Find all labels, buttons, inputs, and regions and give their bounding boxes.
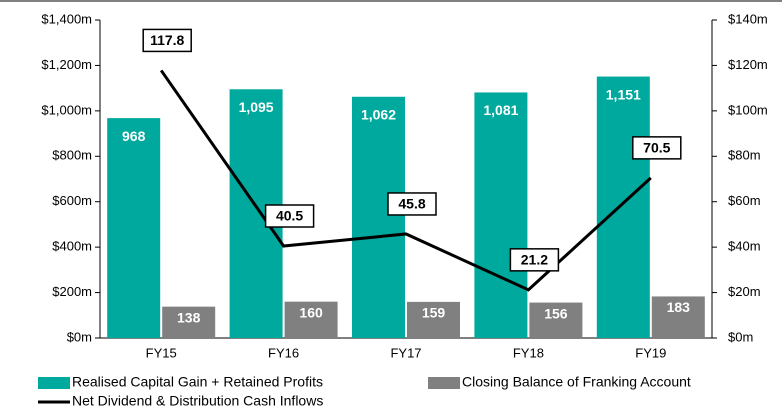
line-label-box xyxy=(264,204,315,228)
x-tick-label: FY18 xyxy=(513,345,544,360)
line-value-label: 45.8 xyxy=(398,196,425,212)
y-tick-label: $0m xyxy=(67,329,92,344)
line-label-box xyxy=(632,136,682,160)
bar xyxy=(474,92,528,338)
y2-tick-label: $60m xyxy=(728,193,761,208)
y-tick-label: $1,000m xyxy=(41,102,92,117)
x-tick-label: FY17 xyxy=(390,345,421,360)
bar xyxy=(162,306,216,338)
y-tick-label: $200m xyxy=(52,284,92,299)
line-value-label: 40.5 xyxy=(276,208,303,224)
bar xyxy=(651,296,705,338)
y-tick-label: $800m xyxy=(52,148,92,163)
bar-value-label: 968 xyxy=(122,128,146,144)
y2-tick-label: $80m xyxy=(728,148,761,163)
bar-value-label: 1,095 xyxy=(239,99,274,115)
bar-value-label: 156 xyxy=(544,305,568,321)
line-label-box xyxy=(142,28,192,53)
bar xyxy=(284,301,338,338)
y-tick-label: $400m xyxy=(52,239,92,254)
legend-label: Net Dividend & Distribution Cash Inflows xyxy=(72,393,323,408)
y2-tick-label: $20m xyxy=(728,284,761,299)
line xyxy=(159,69,652,292)
bar xyxy=(407,301,460,338)
legend-label: Realised Capital Gain + Retained Profits xyxy=(72,374,323,390)
x-tick-label: FY16 xyxy=(268,345,299,360)
bar-value-label: 1,081 xyxy=(483,102,518,118)
legend-label: Closing Balance of Franking Account xyxy=(462,374,691,390)
line-label-box xyxy=(387,192,437,216)
y-tick-label: $1,400m xyxy=(41,11,92,26)
bar-value-label: 1,062 xyxy=(361,106,396,122)
bar xyxy=(107,118,161,338)
bar-value-label: 160 xyxy=(299,304,323,320)
line-label-box xyxy=(509,248,560,272)
legend-swatch xyxy=(38,377,70,389)
line-value-label: 117.8 xyxy=(150,32,184,48)
bar-value-label: 159 xyxy=(422,305,446,321)
x-tick-label: FY15 xyxy=(146,345,177,360)
bar-value-label: 138 xyxy=(177,309,201,325)
y-tick-label: $1,200m xyxy=(41,57,92,72)
y2-tick-label: $120m xyxy=(728,57,768,72)
y-tick-label: $600m xyxy=(52,193,92,208)
y2-tick-label: $140m xyxy=(728,11,768,26)
bar-value-label: 183 xyxy=(667,299,691,315)
x-tick-label: FY19 xyxy=(635,345,666,360)
y2-tick-label: $40m xyxy=(728,239,761,254)
y2-tick-label: $0m xyxy=(728,329,753,344)
bar xyxy=(352,96,405,338)
bar xyxy=(596,76,650,339)
legend-swatch xyxy=(428,377,460,389)
line-value-label: 21.2 xyxy=(521,252,548,268)
y2-tick-label: $100m xyxy=(728,102,768,117)
line-value-label: 70.5 xyxy=(643,140,670,156)
bar xyxy=(529,302,583,338)
bar-value-label: 1,151 xyxy=(606,86,641,102)
